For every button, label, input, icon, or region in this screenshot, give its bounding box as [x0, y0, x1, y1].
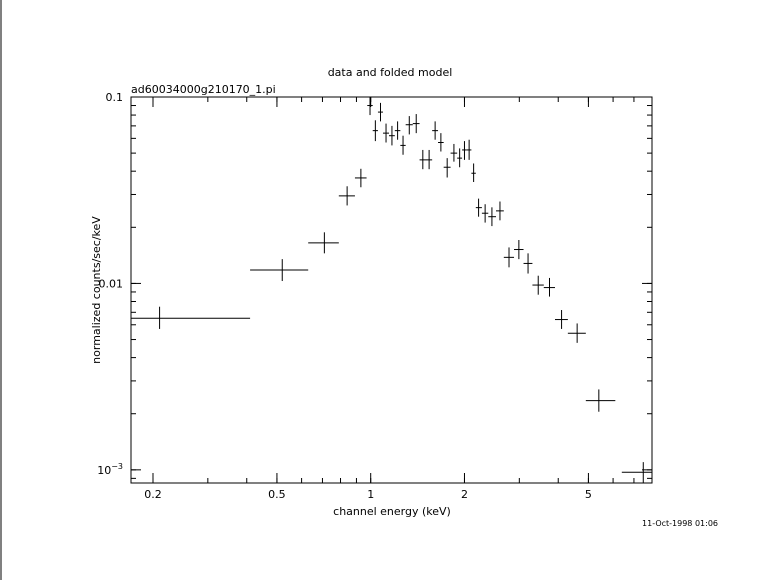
- x-tick-label: 5: [585, 488, 592, 501]
- y-axis-label: normalized counts/sec/keV: [90, 216, 103, 364]
- data-point: [405, 116, 413, 135]
- timestamp: 11-Oct-1998 01:06: [642, 519, 718, 528]
- data-point: [354, 168, 367, 188]
- y-tick-label-base: 10: [97, 464, 111, 477]
- data-point: [554, 310, 568, 329]
- data-point: [372, 120, 378, 142]
- y-minor-ticks: [131, 105, 652, 479]
- data-point: [471, 163, 476, 182]
- data-point: [543, 277, 555, 297]
- y-tick-label: 10−3: [97, 462, 123, 477]
- data-point: [412, 114, 420, 134]
- data-point: [450, 143, 458, 162]
- data-point: [567, 323, 586, 343]
- data-point: [496, 201, 504, 221]
- data-point: [367, 97, 373, 116]
- y-tick-label: 0.01: [99, 277, 124, 290]
- data-point: [419, 149, 427, 170]
- data-point: [377, 102, 383, 122]
- data-point: [488, 207, 497, 227]
- data-point: [481, 204, 489, 223]
- data-point: [432, 121, 439, 140]
- data-point: [426, 149, 433, 170]
- chart-title: data and folded model: [328, 66, 453, 79]
- data-point: [457, 148, 463, 168]
- data-series: [131, 97, 652, 483]
- data-point: [475, 198, 482, 217]
- y-tick-label-exponent: −3: [111, 462, 123, 471]
- data-point: [443, 158, 451, 178]
- x-tick-label: 1: [367, 488, 374, 501]
- x-axis-label: channel energy (keV): [333, 505, 451, 518]
- data-point: [585, 389, 616, 412]
- y-tick-label: 0.1: [106, 91, 124, 104]
- data-point: [382, 123, 390, 143]
- data-point: [514, 239, 524, 260]
- data-point: [389, 125, 395, 146]
- x-tick-label: 0.5: [268, 488, 286, 501]
- x-tick-label: 2: [461, 488, 468, 501]
- chart-subtitle: ad60034000g210170_1.pi: [131, 83, 276, 96]
- data-point: [250, 259, 309, 282]
- data-point: [523, 253, 533, 274]
- y-axis-ticks: 0.1 0.01 10−3: [97, 91, 652, 477]
- data-point: [131, 306, 251, 329]
- data-point: [503, 247, 515, 268]
- data-point: [466, 139, 472, 160]
- data-point: [621, 462, 652, 483]
- plot-frame: [130, 96, 653, 484]
- data-point: [438, 133, 444, 152]
- data-point: [338, 186, 355, 206]
- x-axis-ticks: 0.2 0.5 1 2 5: [144, 97, 592, 501]
- data-point: [308, 232, 339, 254]
- data-point: [400, 135, 406, 155]
- x-tick-label: 0.2: [144, 488, 162, 501]
- data-point: [532, 275, 544, 295]
- x-minor-ticks: [152, 97, 653, 483]
- data-point: [394, 121, 401, 140]
- data-point: [462, 141, 467, 160]
